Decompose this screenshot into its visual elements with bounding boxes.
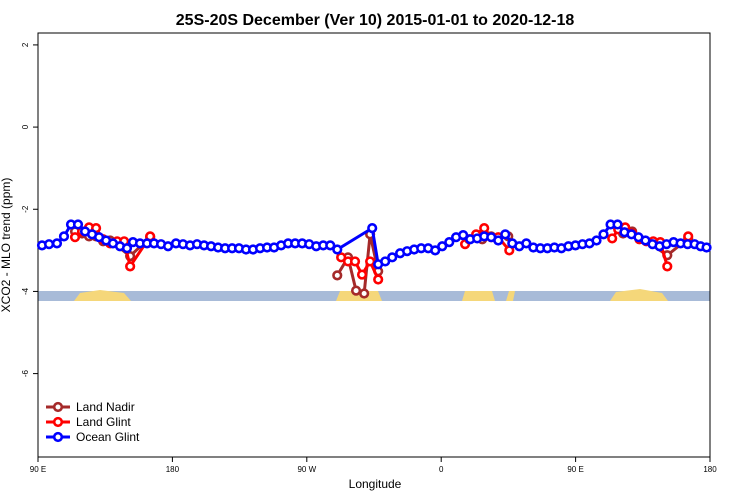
legend-marker [52,401,64,413]
data-point [332,244,343,255]
land-patch [336,291,382,301]
x-tick-label: 90 W [297,465,316,474]
land-patch [74,290,131,301]
data-point [356,269,368,280]
y-tick-label: -4 [21,287,30,295]
data-point [367,223,378,234]
data-point [444,237,455,248]
data-point [365,256,376,267]
data-point [493,235,504,246]
data-point [437,241,448,252]
land-patch [610,289,668,301]
y-tick-label: 0 [21,124,30,129]
data-point [325,240,336,251]
x-tick-label: 90 E [30,465,46,474]
y-tick-label: -6 [21,369,30,377]
data-point [373,274,384,285]
data-point [683,231,694,242]
y-axis-label: XCO2 - MLO trend (ppm) [0,178,13,313]
y-tick-label: -2 [21,205,30,213]
data-point [336,252,347,263]
data-point [350,285,362,296]
land-ocean-strip [38,289,710,301]
land-patch [506,291,515,301]
x-tick-label: 90 E [567,465,583,474]
data-point [591,235,602,246]
y-tick-label: 2 [21,42,30,47]
data-point [612,219,623,230]
data-point [387,252,398,263]
x-tick-label: 180 [703,465,717,474]
chart-title: 25S-20S December (Ver 10) 2015-01-01 to … [176,12,575,29]
data-point [430,245,441,256]
data-point [349,256,361,267]
data-point [162,241,174,252]
data-point [69,232,81,243]
data-point [121,243,133,254]
data-point [662,261,673,272]
data-point [607,233,618,244]
data-point [521,238,532,249]
legend-label: Land Glint [76,415,131,429]
legend-marker [52,431,64,443]
legend-marker [52,416,64,428]
x-tick-label: 180 [166,465,180,474]
data-point [701,242,712,253]
data-point [43,239,55,250]
data-point [359,288,370,299]
data-point [51,238,63,249]
data-point [125,261,136,272]
data-point [479,223,490,234]
x-axis-label: Longitude [349,477,402,491]
data-point [458,230,469,241]
data-point [500,229,511,240]
data-point [58,231,70,242]
land-patch [462,291,495,301]
data-point [72,219,84,230]
data-point [332,270,343,281]
series [36,219,712,270]
data-point [380,256,391,267]
legend-label: Ocean Glint [76,430,140,444]
x-tick-label: 0 [439,465,444,474]
data-point [598,229,609,240]
legend-label: Land Nadir [76,400,135,414]
